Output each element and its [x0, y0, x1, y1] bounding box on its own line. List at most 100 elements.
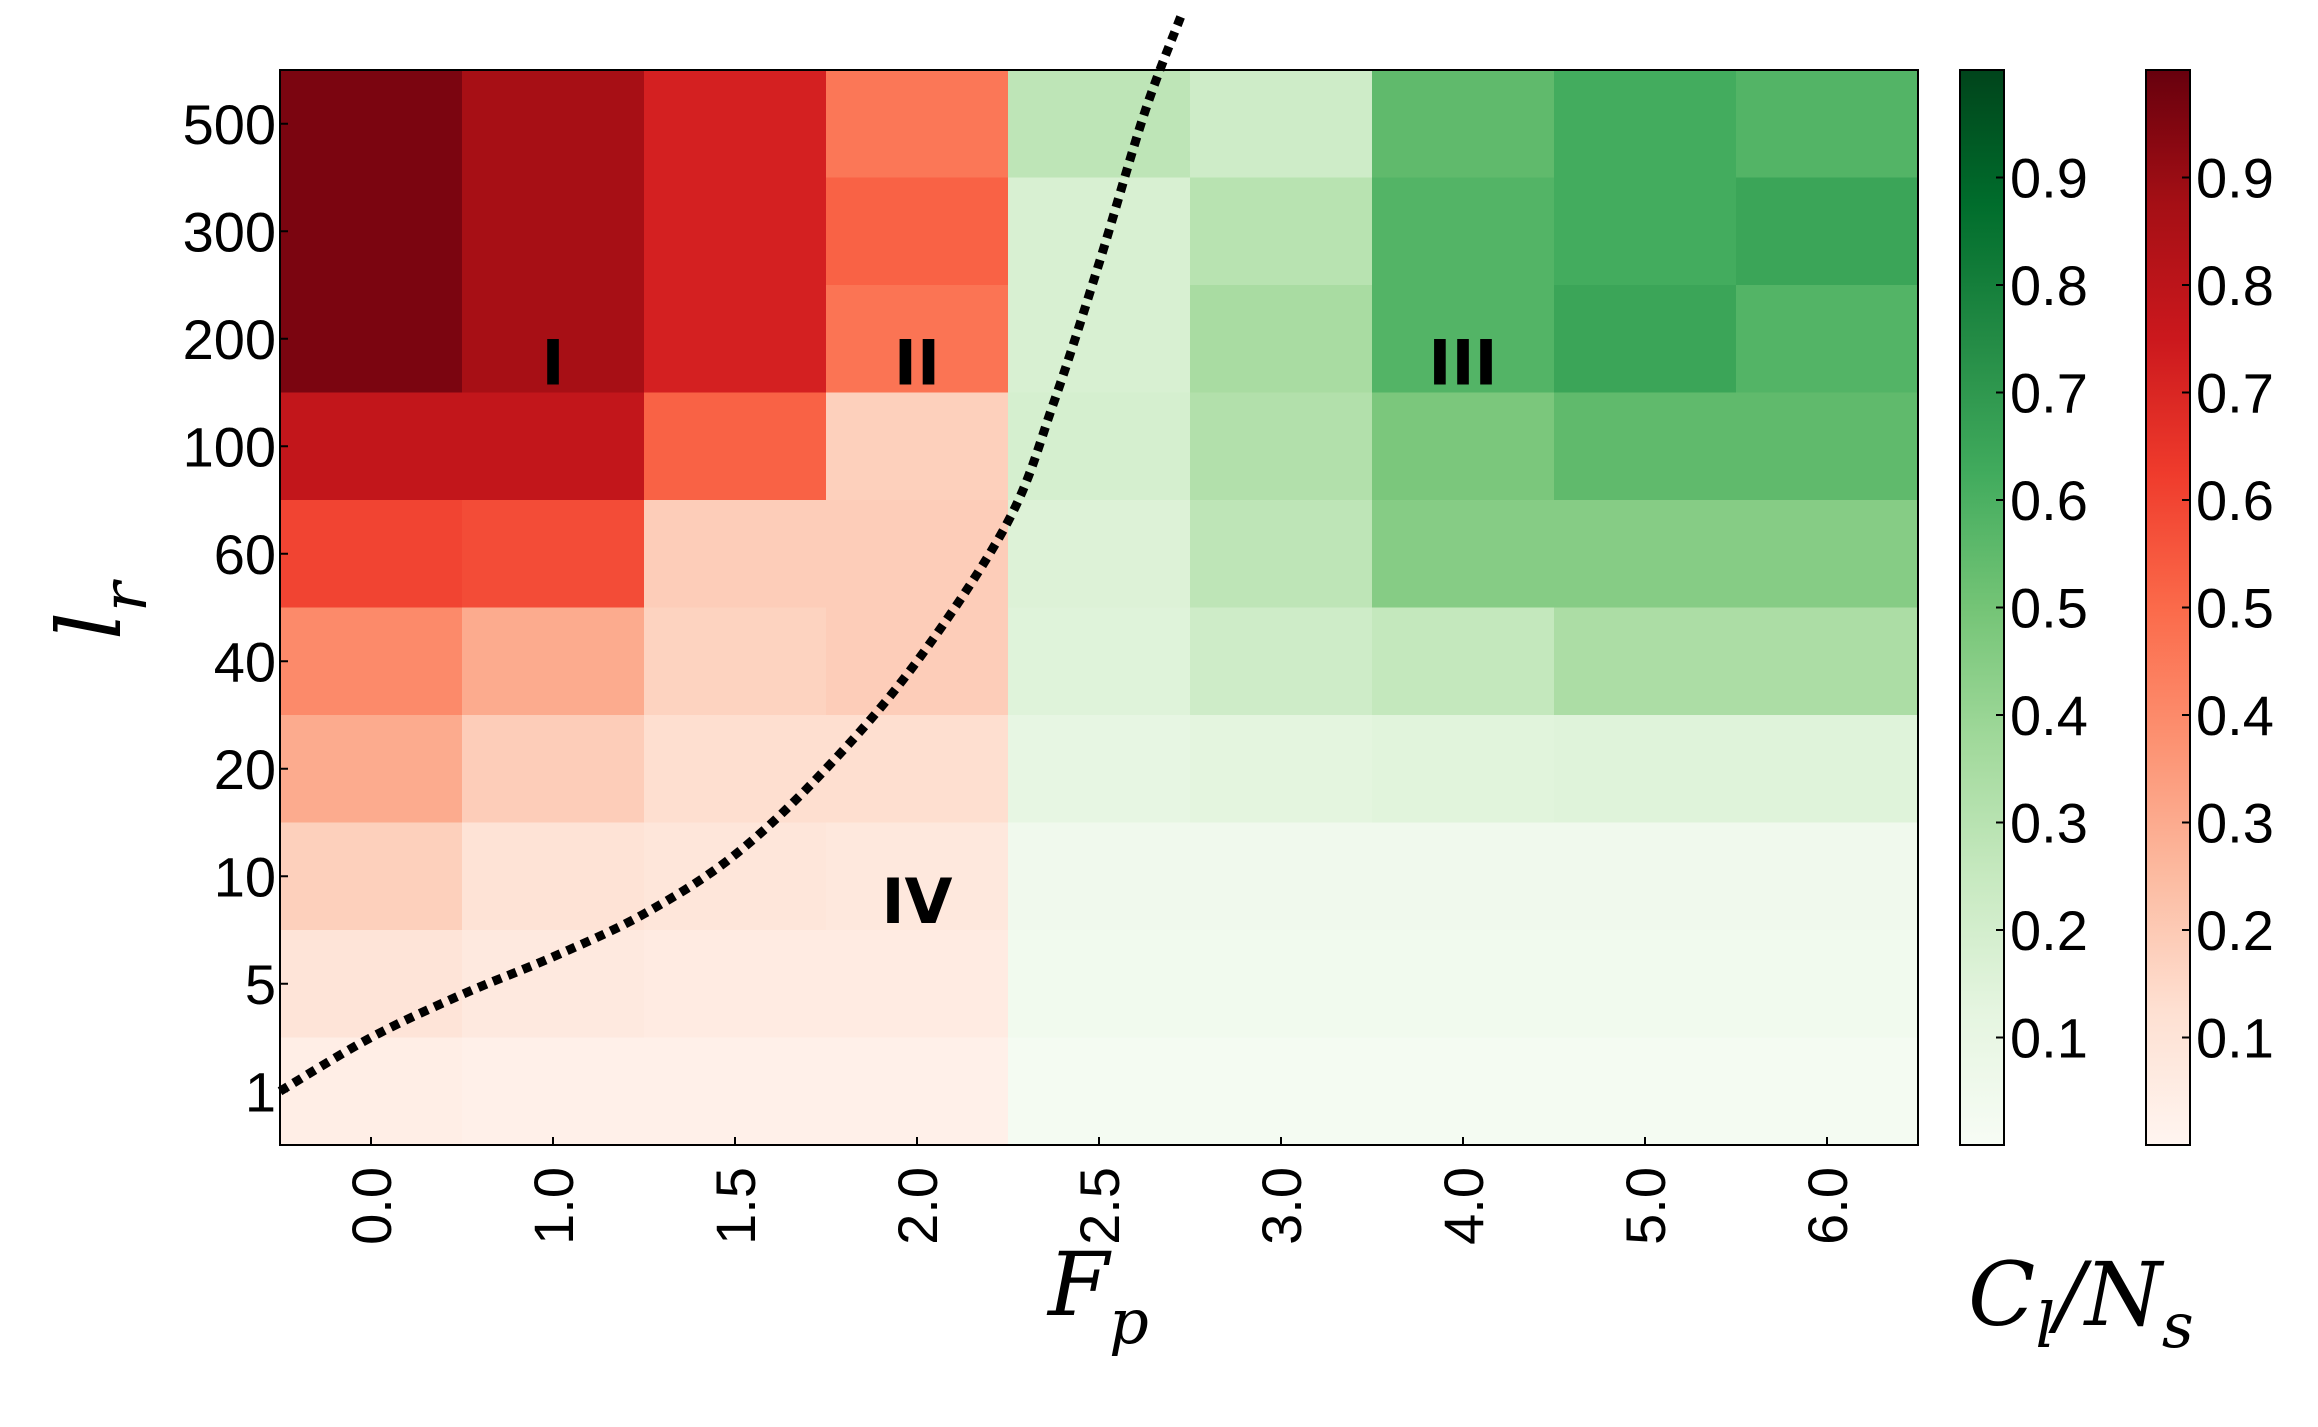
heatmap-cell [1190, 607, 1373, 716]
heatmap-cell [462, 392, 645, 501]
y-tick-label: 1 [245, 1060, 276, 1123]
y-tick-label: 5 [245, 953, 276, 1016]
heatmap-cell [644, 70, 827, 179]
colorbar-tick-label: 0.4 [2010, 684, 2088, 747]
colorbar-tick-label: 0.5 [2196, 577, 2274, 640]
heatmap-cell [1008, 177, 1191, 286]
heatmap-cell [1008, 715, 1191, 824]
heatmap-cell [1008, 70, 1191, 179]
heatmap-cell [1190, 822, 1373, 931]
colorbar-tick-label: 0.9 [2010, 147, 2088, 210]
heatmap-cell [826, 285, 1009, 394]
y-tick-label: 40 [214, 630, 276, 693]
heatmap-cell [462, 822, 645, 931]
heatmap-cell [462, 70, 645, 179]
y-tick-label: 300 [183, 200, 276, 263]
heatmap-cell [1190, 500, 1373, 609]
heatmap-cell [1372, 177, 1555, 286]
heatmap-cell [1372, 930, 1555, 1039]
heatmap-cell [1554, 1037, 1737, 1146]
colorbar-tick-label: 0.7 [2196, 362, 2274, 425]
colorbar-tick-label: 0.3 [2196, 792, 2274, 855]
heatmap-cell [280, 177, 463, 286]
heatmap-cell [280, 607, 463, 716]
heatmap-cell [826, 1037, 1009, 1146]
heatmap-cell [826, 70, 1009, 179]
colorbar-label: Cl/Ns [1968, 1243, 2194, 1362]
heatmap-cell [1372, 822, 1555, 931]
heatmap-cell [826, 715, 1009, 824]
heatmap-cell [644, 1037, 827, 1146]
heatmap-cell [1736, 607, 1919, 716]
heatmap-cells [280, 70, 1919, 1146]
heatmap-cell [462, 607, 645, 716]
colorbar-tick-label: 0.4 [2196, 684, 2274, 747]
heatmap-cell [280, 930, 463, 1039]
heatmap-cell [1736, 822, 1919, 931]
heatmap-cell [280, 285, 463, 394]
colorbar-tick-label: 0.6 [2010, 469, 2088, 532]
heatmap-cell [826, 500, 1009, 609]
region-label: I [541, 326, 564, 399]
heatmap-cell [280, 70, 463, 179]
heatmap-cell [1736, 930, 1919, 1039]
colorbar-tick-label: 0.1 [2196, 1007, 2274, 1070]
region-label: II [894, 326, 940, 399]
heatmap-cell [1554, 822, 1737, 931]
heatmap-cell [1554, 607, 1737, 716]
heatmap-cell [1372, 500, 1555, 609]
y-axis-label: lr [38, 579, 161, 640]
y-tick-label: 20 [214, 738, 276, 801]
heatmap-cell [1008, 822, 1191, 931]
heatmap-cell [1190, 1037, 1373, 1146]
phase-boundary-curve [277, 14, 1186, 1096]
heatmap-cell [826, 930, 1009, 1039]
heatmap-cell [1372, 607, 1555, 716]
y-tick-label: 60 [214, 523, 276, 586]
heatmap-cell [1190, 70, 1373, 179]
colorbar-tick-label: 0.8 [2010, 254, 2088, 317]
heatmap-cell [644, 715, 827, 824]
heatmap-cell [1190, 715, 1373, 824]
heatmap-cell [826, 177, 1009, 286]
heatmap-cell [1372, 715, 1555, 824]
heatmap-cell [826, 392, 1009, 501]
heatmap-cell [1736, 70, 1919, 179]
heatmap-cell [1736, 1037, 1919, 1146]
x-tick-label: 2.0 [886, 1167, 949, 1245]
heatmap-cell [644, 285, 827, 394]
heatmap-cell [1736, 500, 1919, 609]
x-tick-label: 1.5 [704, 1167, 767, 1245]
heatmap-cell [1372, 285, 1555, 394]
heatmap-cell [1008, 285, 1191, 394]
x-tick-label: 1.0 [522, 1167, 585, 1245]
red-colorbar-ticks: 0.1 0.2 0.3 0.4 0.5 0.6 0.7 0.8 0.9 [2182, 147, 2274, 1070]
heatmap-cell [1008, 500, 1191, 609]
colorbar-tick-label: 0.6 [2196, 469, 2274, 532]
colorbar-tick-label: 0.3 [2010, 792, 2088, 855]
heatmap-cell [1190, 392, 1373, 501]
heatmap-cell [462, 1037, 645, 1146]
heatmap-cell [644, 930, 827, 1039]
x-tick-label: 5.0 [1614, 1167, 1677, 1245]
heatmap-cell [826, 607, 1009, 716]
y-tick-label: 200 [183, 308, 276, 371]
heatmap-cell [462, 715, 645, 824]
heatmap-cell [280, 1037, 463, 1146]
heatmap-cell [280, 715, 463, 824]
heatmap-cell [1190, 930, 1373, 1039]
heatmap-cell [462, 930, 645, 1039]
heatmap-cell [1190, 177, 1373, 286]
heatmap-cell [644, 177, 827, 286]
region-label: III [1428, 326, 1497, 399]
heatmap-cell [1008, 930, 1191, 1039]
heatmap-cell [1554, 285, 1737, 394]
colorbar-tick-label: 0.2 [2196, 899, 2274, 962]
heatmap-cell [1008, 1037, 1191, 1146]
heatmap-cell [280, 500, 463, 609]
heatmap-cell [280, 392, 463, 501]
x-tick-label: 3.0 [1250, 1167, 1313, 1245]
heatmap-cell [1554, 930, 1737, 1039]
x-tick-label: 6.0 [1796, 1167, 1859, 1245]
